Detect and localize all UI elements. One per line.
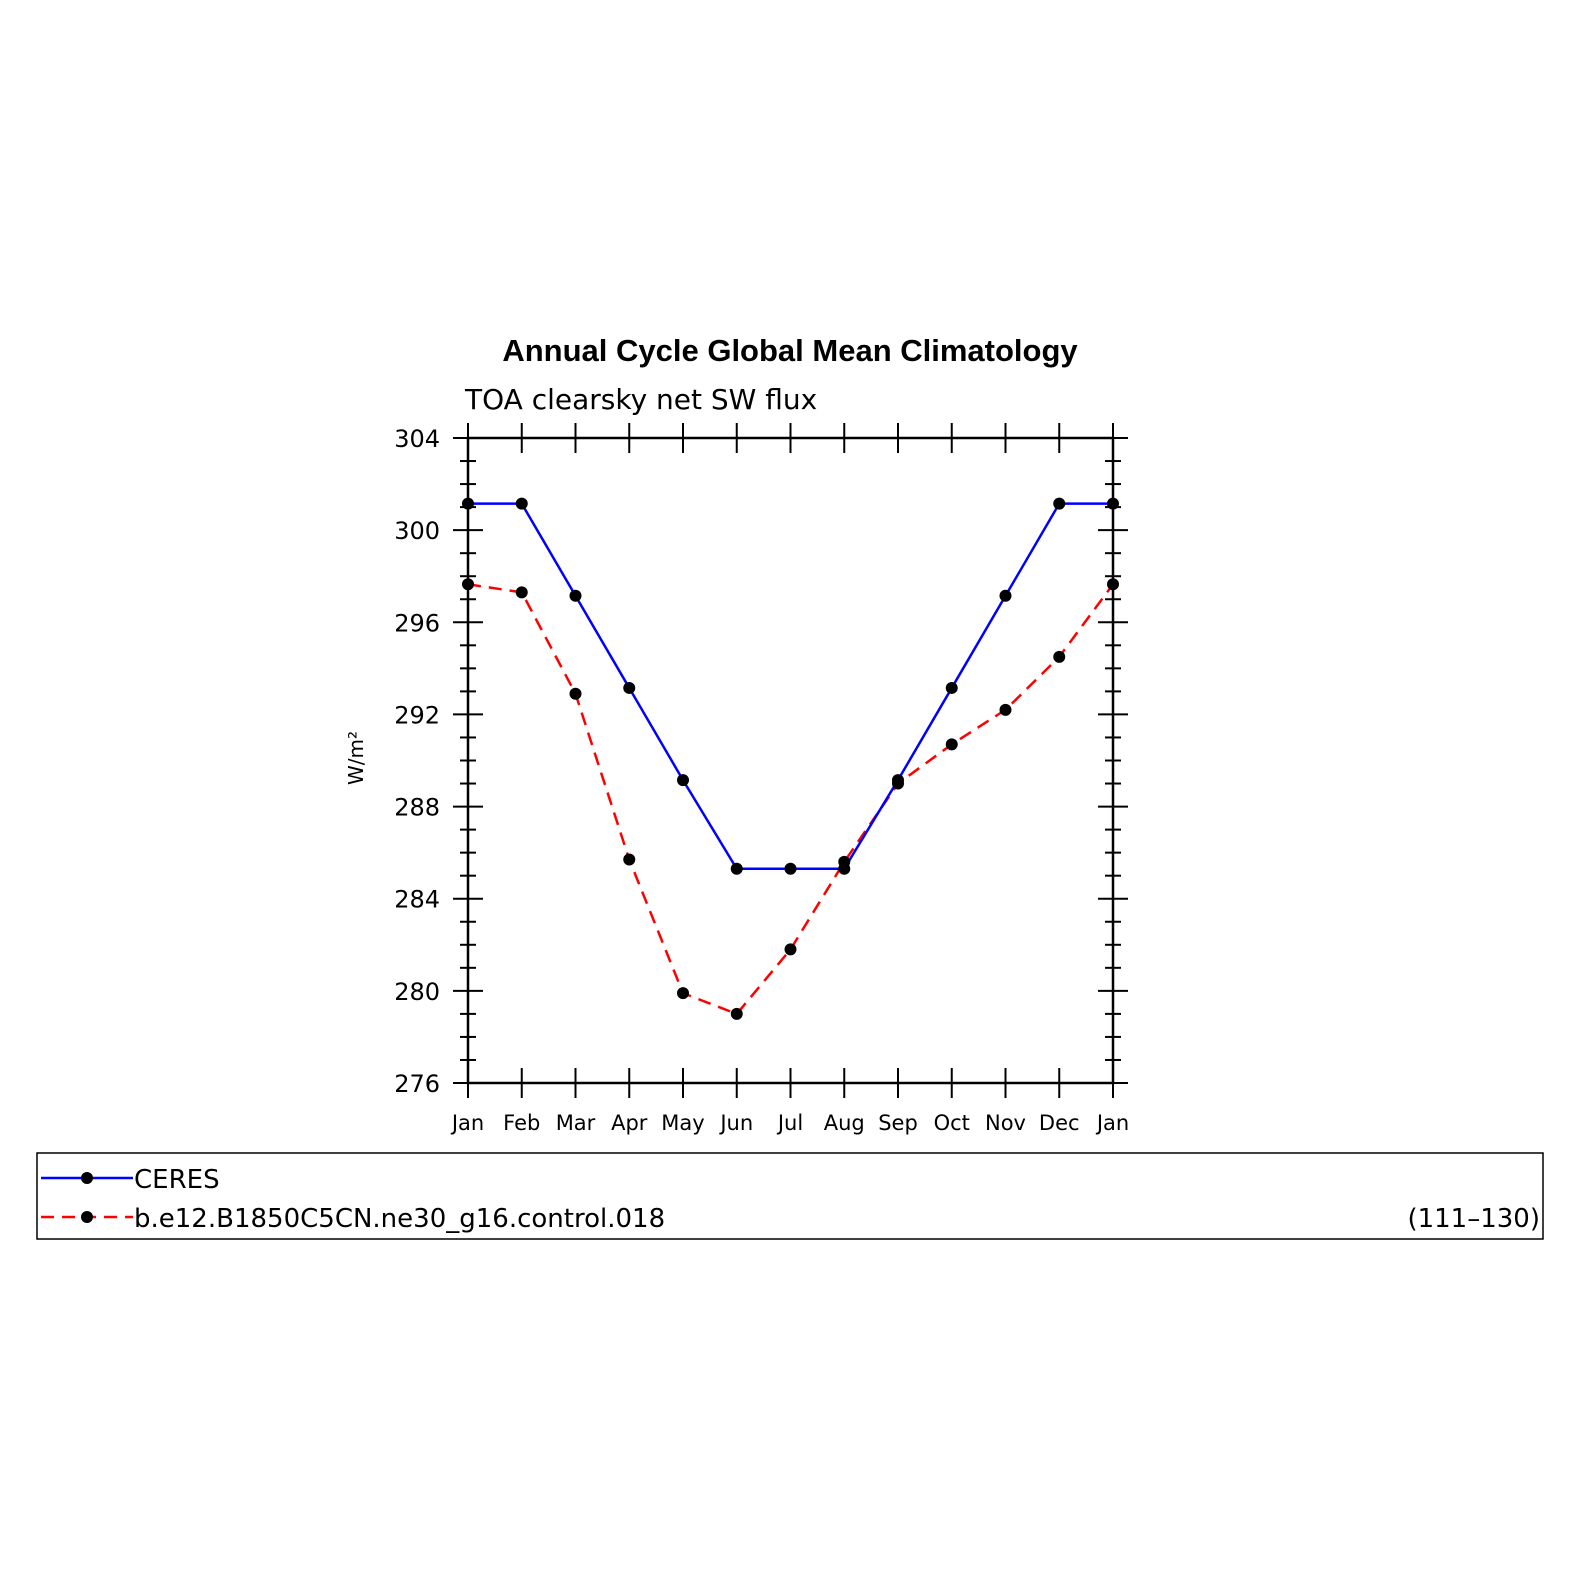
y-tick-label: 292 bbox=[394, 701, 440, 729]
data-point bbox=[569, 589, 582, 602]
x-tick-label: Jan bbox=[1095, 1111, 1129, 1135]
legend-label: CERES bbox=[134, 1165, 220, 1195]
legend-box bbox=[36, 1152, 1544, 1240]
data-point bbox=[623, 681, 636, 694]
data-point bbox=[945, 738, 958, 751]
y-tick-label: 276 bbox=[394, 1070, 440, 1098]
x-tick-label: Apr bbox=[611, 1111, 648, 1135]
y-tick-label: 284 bbox=[394, 886, 440, 914]
x-tick-label: Mar bbox=[556, 1111, 596, 1135]
data-point bbox=[945, 681, 958, 694]
axis-ticks bbox=[453, 423, 1128, 1098]
series-group bbox=[462, 497, 1119, 1020]
y-tick-label: 300 bbox=[394, 517, 440, 545]
x-tick-label: Dec bbox=[1039, 1111, 1080, 1135]
x-tick-label: Sep bbox=[878, 1111, 918, 1135]
y-tick-label: 296 bbox=[394, 609, 440, 637]
data-point bbox=[569, 687, 582, 700]
tick-labels: 276 280 284 288 292 296 300 304 Jan Feb Mar Apr May J… bbox=[394, 425, 1129, 1135]
x-tick-label: Feb bbox=[503, 1111, 540, 1135]
x-tick-label: Aug bbox=[824, 1111, 865, 1135]
data-point bbox=[999, 589, 1012, 602]
plot-border bbox=[466, 436, 1115, 1085]
data-point bbox=[730, 862, 743, 875]
data-point bbox=[515, 497, 528, 510]
x-tick-label: Jul bbox=[776, 1111, 803, 1135]
x-tick-label: Nov bbox=[985, 1111, 1026, 1135]
data-point bbox=[999, 703, 1012, 716]
y-tick-label: 288 bbox=[394, 794, 440, 822]
data-point bbox=[838, 862, 851, 875]
x-tick-label: Oct bbox=[934, 1111, 970, 1135]
legend-swatch-marker bbox=[81, 1211, 93, 1223]
data-point bbox=[784, 943, 797, 956]
y-tick-label: 280 bbox=[394, 978, 440, 1006]
x-tick-label: Jan bbox=[450, 1111, 484, 1135]
data-point bbox=[623, 853, 636, 866]
data-point bbox=[1053, 497, 1066, 510]
data-point bbox=[784, 862, 797, 875]
legend-note: (111–130) bbox=[1407, 1204, 1540, 1234]
y-axis-label: W/m² bbox=[344, 731, 368, 785]
data-point bbox=[730, 1007, 743, 1020]
data-point bbox=[677, 774, 689, 787]
y-tick-label: 304 bbox=[394, 425, 440, 453]
x-tick-label: May bbox=[661, 1111, 704, 1135]
legend-swatch-marker bbox=[81, 1172, 93, 1184]
plot-frame bbox=[466, 436, 1115, 1085]
x-tick-label: Jun bbox=[718, 1111, 753, 1135]
chart-subtitle: TOA clearsky net SW flux bbox=[464, 383, 817, 416]
legend-label: b.e12.B1850C5CN.ne30_g16.control.018 bbox=[134, 1204, 665, 1234]
data-point bbox=[515, 586, 528, 599]
data-point bbox=[892, 774, 904, 787]
chart-title: Annual Cycle Global Mean Climatology bbox=[502, 333, 1078, 368]
data-point bbox=[1053, 650, 1066, 663]
legend: CERES b.e12.B1850C5CN.ne30_g16.control.01… bbox=[41, 1165, 665, 1234]
series-line bbox=[468, 502, 1113, 871]
data-point bbox=[677, 987, 689, 1000]
